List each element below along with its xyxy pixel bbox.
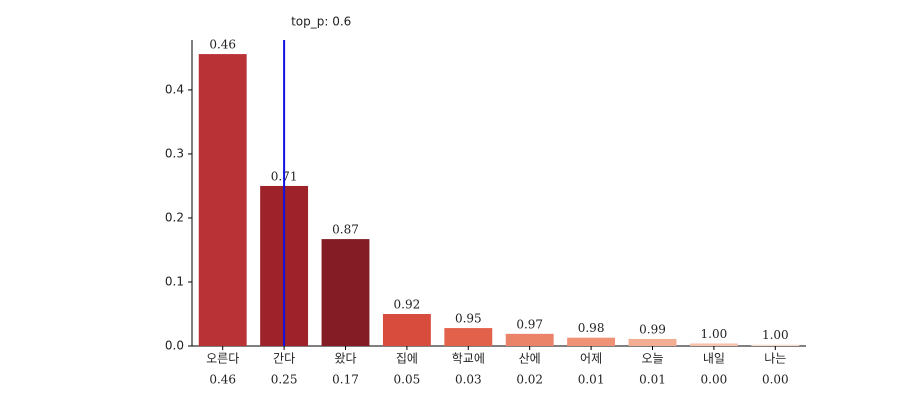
x-tick-label: 간다	[273, 352, 295, 366]
value-label: 0.00	[762, 373, 789, 387]
bar	[689, 343, 738, 346]
value-label: 0.25	[271, 373, 298, 387]
x-tick-label: 집에	[396, 352, 418, 366]
y-tick-label: 0.4	[165, 82, 184, 96]
x-tick-label: 나는	[764, 352, 786, 366]
y-tick-label: 0.3	[165, 146, 184, 160]
value-label: 0.01	[639, 373, 666, 387]
value-label: 0.17	[332, 373, 359, 387]
value-label: 0.02	[516, 373, 543, 387]
y-tick-label: 0.2	[165, 210, 184, 224]
bar	[382, 313, 431, 346]
cumulative-label: 0.99	[639, 322, 666, 336]
cumulative-label: 0.98	[578, 321, 605, 335]
value-label: 0.01	[578, 373, 605, 387]
x-tick-label: 오른다	[206, 352, 239, 366]
bar	[751, 344, 800, 346]
cumulative-label: 1.00	[701, 327, 728, 341]
x-tick-label: 오늘	[641, 352, 663, 366]
bar	[567, 337, 616, 346]
cumulative-label: 0.97	[516, 317, 543, 331]
cumulative-label: 1.00	[762, 328, 789, 342]
bar	[505, 333, 554, 346]
value-label: 0.03	[455, 373, 482, 387]
cumulative-label: 0.46	[209, 38, 236, 52]
bar	[628, 338, 677, 346]
x-tick-label: 내일	[703, 352, 725, 366]
cumulative-label: 0.95	[455, 312, 482, 326]
x-tick-label: 어제	[580, 352, 602, 366]
value-label: 0.46	[209, 373, 236, 387]
value-label: 0.05	[394, 373, 421, 387]
x-tick-label: 학교에	[452, 352, 485, 366]
y-tick-label: 0.1	[165, 274, 184, 288]
cumulative-label: 0.92	[394, 297, 421, 311]
threshold-label: top_p: 0.6	[291, 15, 351, 29]
cumulative-label: 0.87	[332, 223, 359, 237]
bar	[321, 239, 370, 346]
x-tick-label: 왔다	[334, 351, 356, 366]
y-tick-label: 0.0	[165, 339, 184, 353]
bar	[198, 54, 247, 347]
bar	[444, 328, 493, 346]
value-label: 0.00	[701, 373, 728, 387]
x-tick-label: 산에	[519, 352, 541, 366]
